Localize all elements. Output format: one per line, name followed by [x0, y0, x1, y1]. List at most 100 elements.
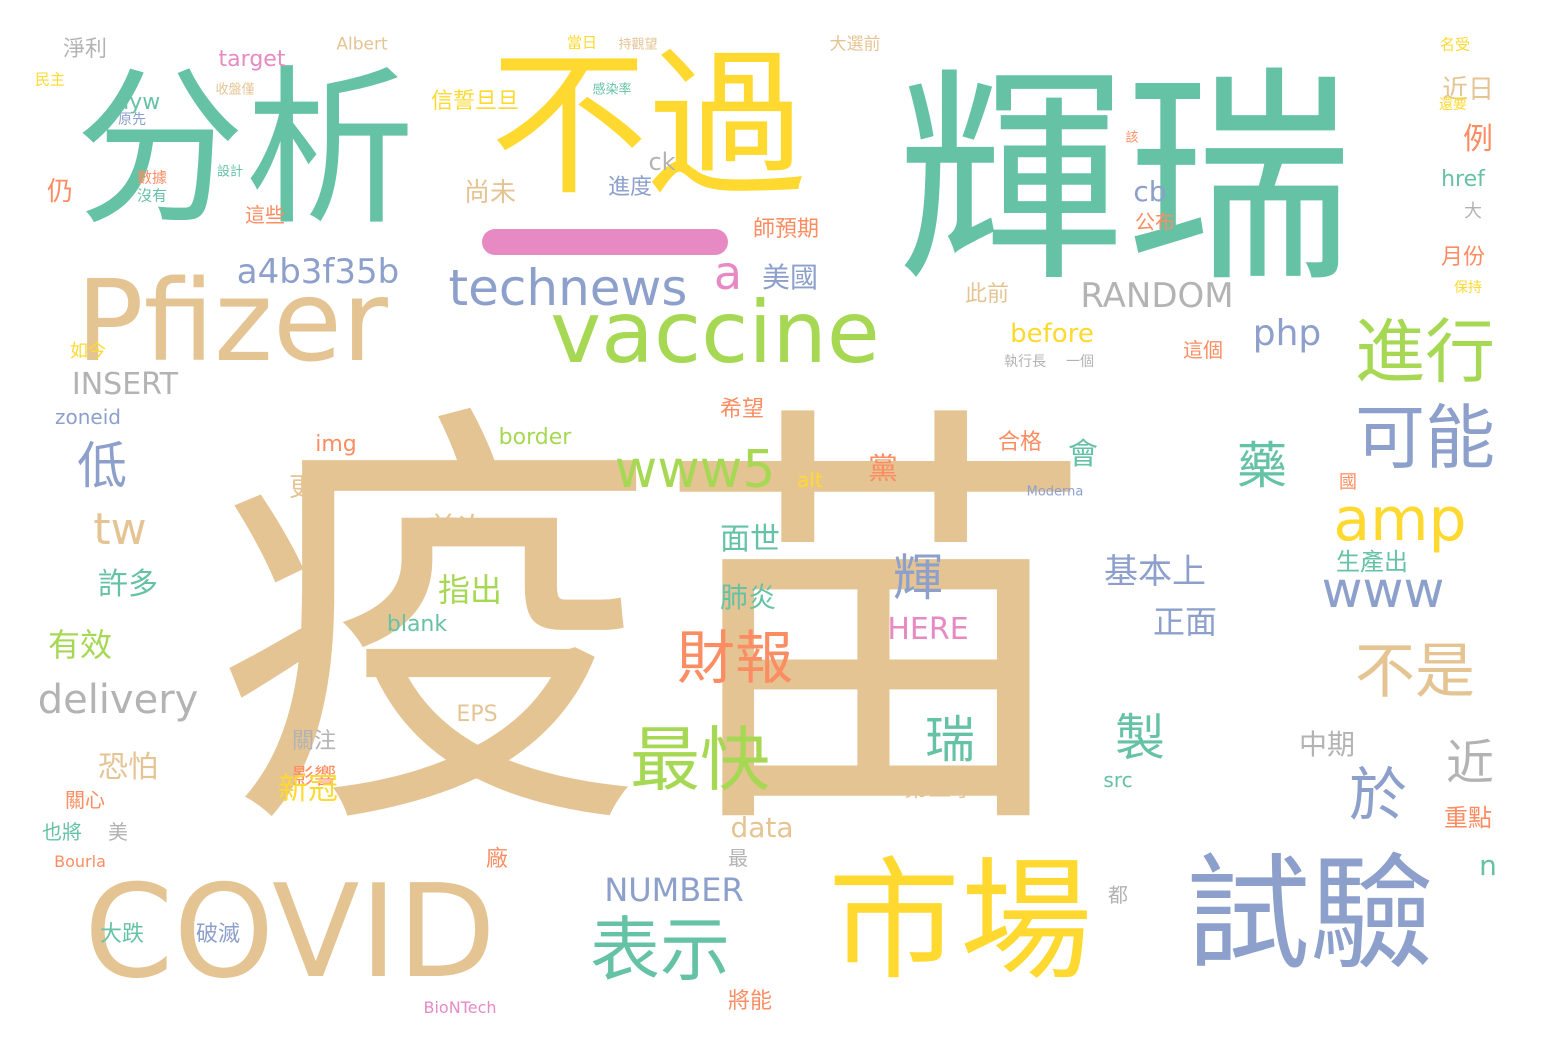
word: 於 [1348, 761, 1408, 829]
word: 廠 [485, 847, 509, 872]
word: 設計 [216, 164, 244, 180]
word: 會 [1068, 437, 1098, 472]
word: 仍 [46, 177, 74, 207]
word: 黨 [868, 452, 898, 487]
word: Bourla [54, 852, 106, 871]
word: 這些 [245, 203, 285, 227]
word: 此前 [964, 282, 1010, 307]
word: 中期 [1298, 728, 1356, 761]
word: 財報 [676, 624, 794, 692]
word: 例 [1463, 122, 1493, 157]
word: NUMBER [604, 871, 744, 909]
word: 不是 [1355, 637, 1475, 707]
word: 關注 [291, 729, 337, 754]
word: 不過 [490, 34, 806, 218]
word: 將能 [727, 989, 773, 1014]
word: 數據 [136, 168, 168, 187]
word: 首次 [428, 512, 488, 547]
word: src [1103, 768, 1133, 792]
word: 原先 [118, 112, 146, 128]
word: tw [93, 504, 147, 555]
word: target [218, 47, 286, 72]
word: 大選前 [829, 34, 881, 55]
word: HERE [887, 612, 969, 647]
word: 製 [1115, 709, 1165, 767]
word: 執行長 [1004, 354, 1046, 370]
word: before [1010, 319, 1094, 349]
word: 正面 [1152, 603, 1218, 641]
word: 合格 [997, 430, 1043, 455]
word: 尚未 [463, 178, 517, 208]
word: 都 [1108, 883, 1128, 907]
word: cb [1133, 175, 1167, 208]
word: 分析 [74, 51, 416, 249]
word: COVID [84, 858, 496, 1007]
word: 恐怕 [98, 750, 158, 785]
word: href [1441, 167, 1485, 192]
word: zoneid [55, 405, 121, 429]
word: 這個 [1183, 338, 1223, 362]
word: alt [797, 468, 823, 492]
word: 大 [1464, 201, 1482, 222]
word: EPS [456, 702, 498, 727]
word: 藥 [1237, 437, 1287, 495]
word: 疫苗 [215, 372, 1095, 884]
word: 還要 [1439, 97, 1467, 113]
word: 民主 [34, 70, 66, 89]
word: Moderna [1026, 484, 1084, 500]
word: 重點 [1444, 804, 1492, 832]
word: ayw [115, 90, 161, 115]
word: 美 [108, 820, 128, 844]
word: 大跌 [99, 922, 145, 947]
word: 近 [1445, 735, 1495, 791]
word: 基本上 [1104, 552, 1206, 592]
word: delivery [37, 677, 199, 723]
word: data [730, 811, 794, 844]
word: 該 [1125, 130, 1139, 146]
word: 信誓旦旦 [430, 89, 520, 114]
word: 面世 [720, 522, 780, 557]
word: vaccine [550, 283, 880, 383]
word: 一個 [1066, 354, 1094, 370]
word: 更 [288, 473, 316, 503]
word: 關心 [65, 788, 105, 812]
word: www5 [614, 440, 776, 500]
word: 如今 [70, 341, 106, 362]
word: 持觀望 [618, 37, 658, 53]
word: 月份 [1440, 245, 1486, 270]
word: 低 [77, 437, 127, 495]
word: technews [448, 259, 688, 317]
word: ck [648, 148, 676, 176]
word: 收盤僅 [215, 82, 255, 98]
word: 希望 [719, 397, 765, 422]
word: 最 [728, 846, 748, 870]
word: 生產出 [1336, 548, 1408, 576]
word: 美國 [761, 261, 819, 294]
word: php [1252, 313, 1322, 354]
word: 第三季 [904, 774, 976, 802]
word: amp [1333, 485, 1467, 555]
word: BioNTech [423, 998, 497, 1017]
word: n [1479, 849, 1497, 882]
word: 影響 [291, 765, 337, 790]
word: img [315, 432, 357, 457]
word: 試驗 [1185, 843, 1435, 987]
word: 指出 [437, 571, 503, 609]
word: blank [386, 612, 448, 637]
word: 瑞 [925, 711, 975, 769]
word: Pfizer [76, 257, 388, 387]
word: INSERT [71, 367, 179, 402]
word: 新冠 [278, 772, 338, 807]
word: 可能 [1355, 397, 1495, 479]
word: 肺炎 [719, 581, 777, 614]
word: 公布 [1135, 210, 1175, 234]
pink-dash-shape [482, 229, 728, 255]
word: 當日 [566, 33, 598, 52]
word: 保持 [1454, 280, 1482, 296]
word: RANDOM [1080, 276, 1234, 316]
word: 師預期 [752, 217, 820, 242]
word: 進行 [1355, 311, 1495, 393]
word: 沒有 [136, 186, 168, 205]
word: a [713, 246, 743, 300]
